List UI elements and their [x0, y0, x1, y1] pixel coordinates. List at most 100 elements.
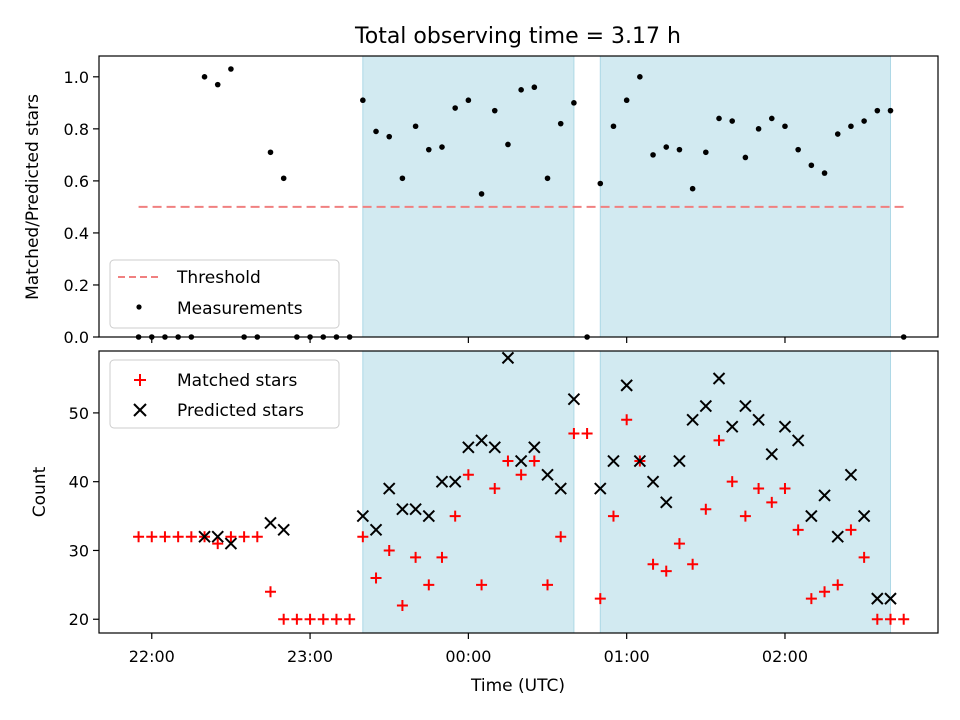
matched-star-point: [278, 613, 290, 625]
measurement-point: [412, 123, 419, 130]
bottom-axes-frame: [98, 350, 939, 634]
predicted-star-point: [752, 413, 765, 426]
top-x-ticks: [151, 337, 786, 343]
matched-star-point: [792, 524, 804, 536]
measurement-point: [505, 141, 511, 148]
matched-star-point: [304, 613, 316, 625]
measurement-point: [742, 154, 749, 161]
matched-star-point: [898, 613, 910, 625]
y-tick-label: 1.0: [64, 68, 89, 87]
matched-star-point: [739, 510, 751, 522]
top-y-ticks: 0.0 0.2 0.4 0.6 0.8 1.0: [64, 68, 99, 347]
measurement-point: [755, 126, 762, 132]
measurement-point: [623, 97, 630, 104]
bottom-panel: 20 30 40 50 22:00 23:00 00:00 01:00 02:00 Count…: [30, 350, 939, 696]
matched-star-point: [476, 579, 488, 591]
x-tick-label: 23:00: [287, 647, 333, 666]
measurement-point: [861, 118, 867, 124]
matched-star-point: [832, 579, 844, 591]
matched-star-points: [133, 414, 910, 625]
matched-star-point: [172, 531, 184, 543]
measurement-point: [425, 146, 432, 153]
matched-star-point: [410, 551, 422, 563]
predicted-star-point: [554, 482, 567, 495]
predicted-star-point: [633, 454, 647, 468]
predicted-star-point: [541, 468, 554, 482]
predicted-star-point: [475, 434, 488, 447]
y-tick-label: 0.8: [64, 120, 89, 139]
matched-star-point: [555, 531, 567, 543]
matched-star-point: [291, 613, 303, 625]
measurement-point: [439, 144, 445, 150]
matched-star-point: [489, 483, 501, 495]
matched-star-point: [449, 510, 461, 522]
predicted-star-point: [857, 509, 871, 523]
matched-star-point: [396, 599, 408, 611]
matched-star-point: [225, 531, 237, 543]
x-tick-label: 01:00: [604, 647, 650, 666]
measurement-point: [214, 81, 221, 88]
matched-star-point: [528, 455, 540, 467]
predicted-star-point: [264, 516, 277, 530]
matched-star-point: [251, 531, 263, 543]
predicted-star-point: [646, 475, 660, 488]
shaded-interval: [599, 350, 892, 634]
measurement-point: [834, 131, 841, 137]
matched-star-point: [766, 496, 778, 508]
predicted-star-point: [514, 454, 528, 468]
predicted-star-point: [383, 482, 396, 495]
predicted-star-point: [620, 379, 633, 392]
matched-star-point: [687, 558, 699, 570]
matched-star-point: [779, 483, 791, 495]
y-tick-label: 20: [69, 610, 89, 629]
measurement-point: [676, 146, 683, 153]
matched-star-point: [700, 503, 712, 515]
measurement-point: [465, 97, 472, 104]
predicted-star-point: [488, 441, 501, 454]
y-tick-label: 0.4: [64, 224, 89, 243]
predicted-star-point: [871, 592, 884, 605]
bottom-y-axis-label: Count: [30, 466, 50, 517]
predicted-star-point: [396, 502, 409, 516]
top-panel: 0.0 0.2 0.4 0.6 0.8 1.0 Matched/Predicted sta…: [23, 55, 939, 347]
predicted-star-point: [277, 523, 290, 537]
predicted-star-point: [448, 475, 462, 488]
legend-threshold-label: Threshold: [176, 268, 261, 288]
y-tick-label: 0.0: [64, 328, 89, 347]
predicted-star-point: [765, 447, 778, 461]
measurement-point: [201, 74, 208, 80]
shaded-interval: [362, 350, 575, 634]
predicted-star-point: [198, 530, 211, 543]
measurement-point: [703, 149, 709, 156]
predicted-star-point: [211, 530, 224, 543]
predicted-star-point: [435, 475, 449, 488]
measurement-point: [280, 175, 287, 182]
predicted-star-points: [198, 351, 897, 605]
predicted-star-point: [726, 420, 739, 433]
y-tick-label: 0.6: [64, 172, 89, 191]
measurement-point: [557, 120, 564, 127]
predicted-star-point: [462, 441, 475, 454]
measurement-point: [795, 146, 801, 153]
y-tick-label: 30: [69, 541, 89, 560]
matched-star-point: [858, 551, 870, 563]
matched-star-point: [713, 434, 725, 446]
matched-star-point: [607, 510, 619, 522]
predicted-star-point: [778, 420, 792, 433]
matched-star-point: [212, 538, 224, 550]
matched-star-point: [344, 613, 356, 625]
legend-matched-swatch: [134, 374, 146, 386]
y-tick-label: 40: [69, 473, 89, 492]
predicted-star-point: [673, 454, 686, 468]
bottom-y-ticks: 20 30 40 50: [69, 404, 99, 629]
measurement-point: [637, 74, 643, 80]
measurement-point: [531, 84, 538, 91]
matched-star-point: [845, 524, 857, 536]
matched-star-point: [621, 414, 633, 426]
measurement-point: [452, 105, 458, 111]
matched-star-point: [568, 428, 580, 440]
predicted-star-point: [686, 413, 699, 426]
matched-star-point: [542, 579, 554, 591]
matched-star-point: [423, 579, 435, 591]
